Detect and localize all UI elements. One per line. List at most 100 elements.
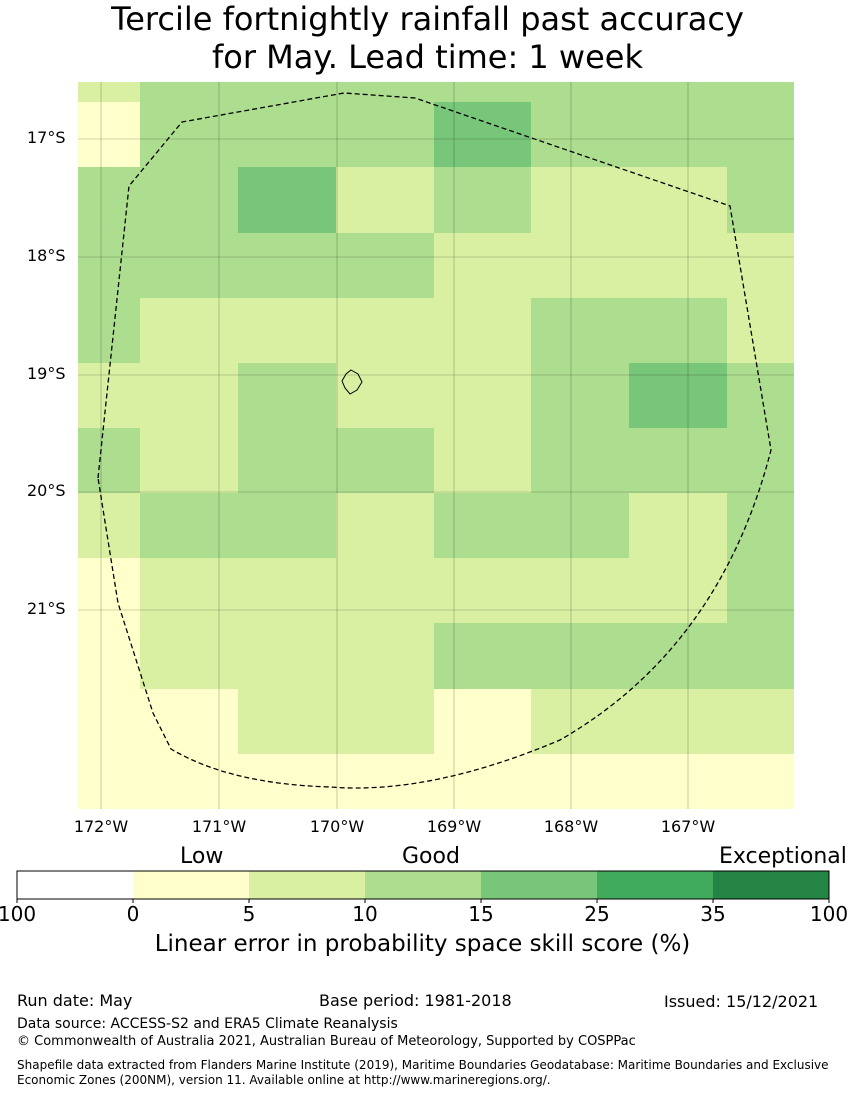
grid-cell (727, 298, 794, 363)
grid-cell (531, 363, 629, 428)
colorbar-tick-label: 25 (584, 902, 610, 926)
grid-cell (531, 428, 629, 493)
colorbar-tick-label: 100 (809, 902, 849, 926)
grid-cell (238, 558, 336, 623)
grid-cell (531, 102, 629, 167)
grid-cell (238, 363, 336, 428)
grid-cell (336, 298, 434, 363)
grid-cell (238, 428, 336, 493)
longitude-label: 170°W (309, 817, 365, 836)
grid-cell (434, 167, 531, 233)
grid-cell (336, 363, 434, 428)
grid-cell (531, 298, 629, 363)
grid-cell (629, 558, 727, 623)
grid-cell (238, 689, 336, 754)
colorbar-tick-label: 35 (700, 902, 726, 926)
longitude-label: 169°W (426, 817, 482, 836)
latitude-label: 18°S (27, 246, 66, 265)
grid-cell (140, 82, 238, 102)
grid-cell (629, 689, 727, 754)
grid-cell (434, 428, 531, 493)
longitude-label: 171°W (191, 817, 247, 836)
grid-cell (238, 754, 336, 809)
grid-cell (140, 428, 238, 493)
grid-cell (629, 82, 727, 102)
grid-cell (140, 233, 238, 298)
grid-cell (727, 493, 794, 558)
grid-cell (140, 689, 238, 754)
grid-cell (78, 623, 140, 689)
grid-cell (531, 167, 629, 233)
category-label-good: Good (402, 844, 460, 869)
title-line-1: Tercile fortnightly rainfall past accura… (111, 0, 744, 38)
grid-cell (434, 233, 531, 298)
grid-cell (531, 82, 629, 102)
grid-cell (78, 558, 140, 623)
grid-cell (140, 558, 238, 623)
longitude-label: 172°W (73, 817, 129, 836)
colorbar-tick-label: 15 (468, 902, 494, 926)
grid-cell (238, 298, 336, 363)
grid-cell (336, 754, 434, 809)
grid-cell (531, 754, 629, 809)
colorbar-tick-label: 10 (352, 902, 378, 926)
grid-cell (336, 167, 434, 233)
colorbar-tick-label: 5 (242, 902, 256, 926)
grid-cell (531, 233, 629, 298)
grid-cell (629, 102, 727, 167)
grid-cell (727, 82, 794, 102)
skill-grid (78, 82, 794, 809)
grid-cell (78, 493, 140, 558)
grid-cell (238, 233, 336, 298)
grid-cell (727, 167, 794, 233)
grid-cell (336, 623, 434, 689)
grid-cell (238, 82, 336, 102)
grid-cell (531, 623, 629, 689)
grid-cell (238, 623, 336, 689)
colorbar-segment (249, 871, 365, 899)
grid-cell (78, 689, 140, 754)
title-line-2: for May. Lead time: 1 week (211, 38, 643, 76)
base-period: Base period: 1981-2018 (319, 991, 512, 1010)
grid-cell (629, 754, 727, 809)
grid-cell (78, 428, 140, 493)
grid-cell (629, 167, 727, 233)
grid-cell (336, 102, 434, 167)
grid-cell (727, 102, 794, 167)
colorbar-tick-label: 0 (126, 902, 140, 926)
grid-cell (727, 363, 794, 428)
grid-cell (434, 298, 531, 363)
grid-cell (434, 623, 531, 689)
colorbar-segment (597, 871, 713, 899)
shapefile-credit-line-1: Shapefile data extracted from Flanders M… (17, 1058, 829, 1072)
latitude-label: 19°S (27, 364, 66, 383)
grid-cell (336, 82, 434, 102)
grid-cell (727, 428, 794, 493)
grid-cell (727, 558, 794, 623)
grid-cell (78, 82, 140, 102)
grid-cell (629, 623, 727, 689)
eez-boundary (97, 92, 772, 789)
latitude-label: 17°S (27, 128, 66, 147)
grid-cell (78, 102, 140, 167)
grid-cell (434, 363, 531, 428)
category-label-exceptional: Exceptional (719, 844, 847, 869)
grid-cell (336, 428, 434, 493)
grid-cell (434, 102, 531, 167)
grid-cell (336, 493, 434, 558)
grid-cell (531, 689, 629, 754)
colorbar (16, 870, 830, 900)
grid-cell (434, 689, 531, 754)
grid-cell (78, 298, 140, 363)
graticule (78, 82, 794, 809)
shapefile-credit-line-2: Economic Zones (200NM), version 11. Avai… (17, 1073, 551, 1087)
grid-cell (238, 167, 336, 233)
data-source: Data source: ACCESS-S2 and ERA5 Climate … (17, 1016, 398, 1032)
colorbar-border (16, 870, 830, 900)
grid-cell (727, 623, 794, 689)
grid-cell (140, 363, 238, 428)
longitude-label: 167°W (660, 817, 716, 836)
longitude-label: 168°W (543, 817, 599, 836)
grid-cell (629, 363, 727, 428)
grid-cell (238, 493, 336, 558)
